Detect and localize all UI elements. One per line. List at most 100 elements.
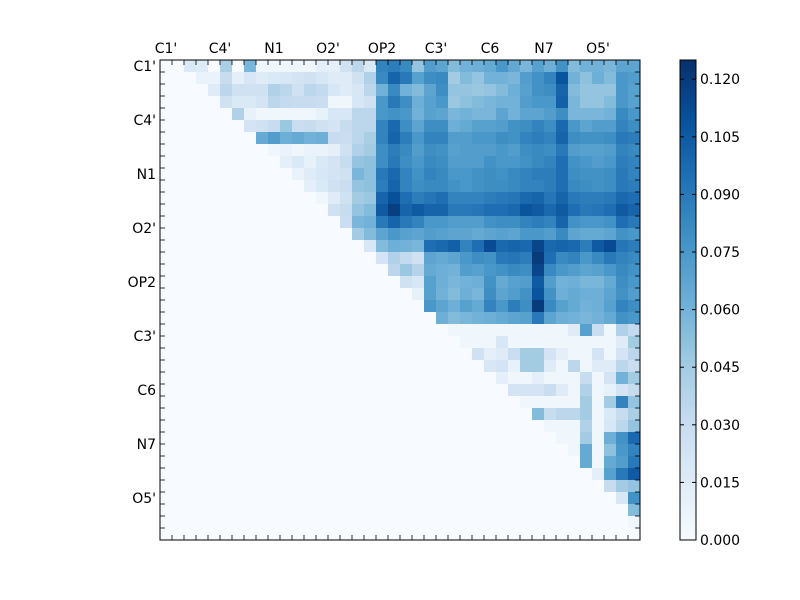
- heatmap-cell: [448, 444, 461, 457]
- heatmap-cell: [304, 192, 317, 205]
- heatmap-cell: [316, 120, 329, 133]
- heatmap-cell: [208, 60, 221, 73]
- heatmap-cell: [436, 456, 449, 469]
- heatmap-cell: [208, 516, 221, 529]
- heatmap-cell: [532, 276, 545, 289]
- heatmap-cell: [244, 144, 257, 157]
- heatmap-cell: [172, 72, 185, 85]
- y-tick-label: O2': [132, 221, 156, 237]
- heatmap-cell: [616, 396, 629, 409]
- heatmap-cell: [616, 60, 629, 73]
- heatmap-cell: [388, 264, 401, 277]
- heatmap-cell: [364, 216, 377, 229]
- heatmap-cell: [592, 384, 605, 397]
- heatmap-cell: [196, 72, 209, 85]
- heatmap-cell: [280, 252, 293, 265]
- heatmap-cell: [604, 60, 617, 73]
- x-tick-label: O5': [586, 41, 610, 57]
- heatmap-cell: [184, 240, 197, 253]
- heatmap-cell: [496, 420, 509, 433]
- heatmap-cell: [604, 492, 617, 505]
- heatmap-cell: [484, 72, 497, 85]
- heatmap-cell: [616, 312, 629, 325]
- heatmap-cell: [232, 84, 245, 97]
- heatmap-cell: [580, 120, 593, 133]
- heatmap-cell: [352, 516, 365, 529]
- heatmap-cell: [352, 384, 365, 397]
- heatmap-cell: [376, 60, 389, 73]
- heatmap-cell: [244, 360, 257, 373]
- heatmap-cell: [424, 84, 437, 97]
- heatmap-cell: [616, 156, 629, 169]
- heatmap-cell: [520, 168, 533, 181]
- heatmap-cell: [556, 528, 569, 541]
- heatmap-cell: [616, 168, 629, 181]
- heatmap-cell: [208, 300, 221, 313]
- heatmap-cell: [268, 228, 281, 241]
- heatmap-cell: [184, 252, 197, 265]
- heatmap-cell: [208, 384, 221, 397]
- heatmap-cell: [532, 516, 545, 529]
- heatmap-cell: [496, 468, 509, 481]
- heatmap-cell: [532, 252, 545, 265]
- heatmap-cell: [472, 120, 485, 133]
- heatmap-cell: [436, 324, 449, 337]
- heatmap-cell: [520, 384, 533, 397]
- heatmap-cell: [580, 180, 593, 193]
- heatmap-cell: [244, 288, 257, 301]
- heatmap-cell: [256, 276, 269, 289]
- heatmap-cell: [352, 144, 365, 157]
- heatmap-cell: [436, 120, 449, 133]
- heatmap-cell: [556, 168, 569, 181]
- heatmap-cell: [496, 84, 509, 97]
- heatmap-cell: [592, 492, 605, 505]
- heatmap-cell: [400, 84, 413, 97]
- heatmap-cell: [316, 132, 329, 145]
- heatmap-cell: [388, 396, 401, 409]
- heatmap-cell: [424, 252, 437, 265]
- heatmap-cell: [436, 408, 449, 421]
- heatmap-cell: [616, 240, 629, 253]
- heatmap-cell: [424, 120, 437, 133]
- heatmap-cell: [160, 216, 173, 229]
- heatmap-cell: [400, 228, 413, 241]
- heatmap-cell: [196, 108, 209, 121]
- heatmap-cell: [160, 264, 173, 277]
- heatmap-cell: [604, 300, 617, 313]
- heatmap-cell: [604, 240, 617, 253]
- heatmap-cell: [496, 204, 509, 217]
- heatmap-cell: [196, 96, 209, 109]
- heatmap-cell: [280, 156, 293, 169]
- heatmap-cell: [256, 408, 269, 421]
- heatmap-cell: [316, 492, 329, 505]
- heatmap-cell: [220, 468, 233, 481]
- heatmap-cell: [304, 252, 317, 265]
- heatmap-cell: [556, 300, 569, 313]
- heatmap-cell: [208, 144, 221, 157]
- heatmap-cell: [460, 264, 473, 277]
- heatmap-cell: [532, 120, 545, 133]
- heatmap-cell: [520, 228, 533, 241]
- heatmap-cell: [592, 204, 605, 217]
- heatmap-cell: [352, 492, 365, 505]
- heatmap-cell: [460, 84, 473, 97]
- heatmap-cell: [328, 204, 341, 217]
- heatmap-cell: [172, 204, 185, 217]
- heatmap-cell: [532, 108, 545, 121]
- heatmap-cell: [436, 420, 449, 433]
- heatmap-cell: [340, 60, 353, 73]
- heatmap-cell: [424, 96, 437, 109]
- heatmap-cell: [628, 312, 641, 325]
- heatmap-cell: [460, 480, 473, 493]
- heatmap-cell: [436, 360, 449, 373]
- heatmap-cell: [400, 492, 413, 505]
- heatmap-cell: [556, 468, 569, 481]
- heatmap-cell: [160, 456, 173, 469]
- heatmap-cell: [172, 132, 185, 145]
- heatmap-cell: [184, 84, 197, 97]
- heatmap-cell: [340, 132, 353, 145]
- heatmap-cell: [244, 396, 257, 409]
- heatmap-cell: [352, 456, 365, 469]
- heatmap-cell: [604, 312, 617, 325]
- heatmap-cell: [304, 420, 317, 433]
